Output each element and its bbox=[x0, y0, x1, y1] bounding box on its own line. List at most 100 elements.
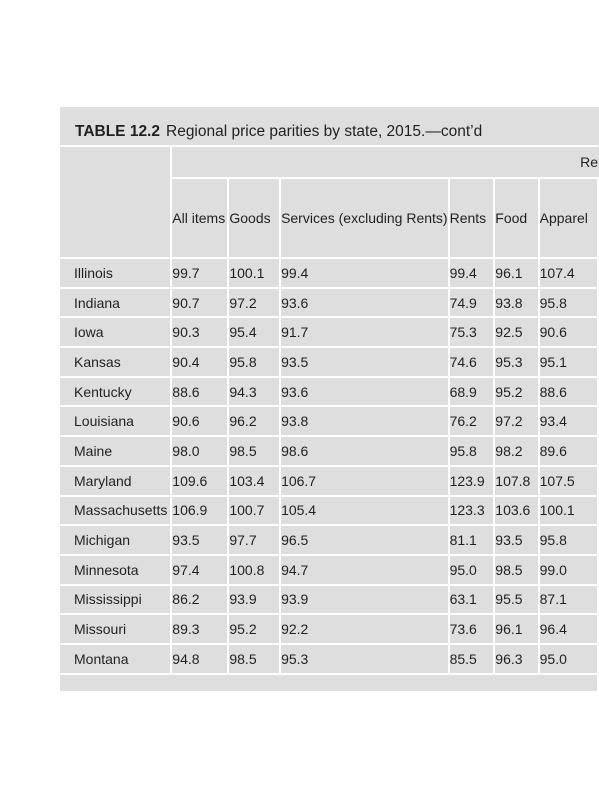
value-cell: 93.6 bbox=[279, 375, 450, 408]
value-cell: 95.0 bbox=[447, 553, 496, 586]
value-cell: 85.5 bbox=[447, 642, 496, 675]
value-cell: 74.9 bbox=[447, 286, 496, 319]
table-row: Louisiana 90.6 96.2 93.8 76.2 97.2 93.4 bbox=[60, 405, 599, 438]
value-cell: 95.8 bbox=[227, 346, 282, 378]
state-name-cell: Missouri bbox=[60, 613, 173, 645]
value-cell: 123.9 bbox=[447, 464, 496, 497]
state-name-cell: Louisiana bbox=[60, 405, 173, 438]
value-cell: 106.7 bbox=[279, 464, 450, 497]
value-cell: 103.6 bbox=[493, 494, 540, 527]
column-header: All items bbox=[170, 177, 230, 259]
table-title: TABLE 12.2 Regional price parities by sta… bbox=[75, 123, 482, 141]
value-cell: 97.7 bbox=[227, 524, 282, 556]
stub-header-cell bbox=[60, 145, 173, 259]
value-cell: 90.6 bbox=[537, 316, 599, 349]
value-cell: 87.1 bbox=[537, 583, 599, 616]
table-row: Maine 98.0 98.5 98.6 95.8 98.2 89.6 bbox=[60, 435, 599, 467]
value-cell: 74.6 bbox=[447, 346, 496, 378]
column-header: Goods bbox=[227, 177, 282, 259]
value-cell: 123.3 bbox=[447, 494, 496, 527]
value-cell: 90.4 bbox=[170, 346, 230, 378]
value-cell: 90.6 bbox=[170, 405, 230, 438]
value-cell: 98.0 bbox=[170, 435, 230, 467]
value-cell: 105.4 bbox=[279, 494, 450, 527]
value-cell: 99.7 bbox=[170, 257, 230, 289]
value-cell: 92.2 bbox=[279, 613, 450, 645]
value-cell: 107.8 bbox=[493, 464, 540, 497]
value-cell: 93.9 bbox=[227, 583, 282, 616]
value-cell: 75.3 bbox=[447, 316, 496, 349]
value-cell: 63.1 bbox=[447, 583, 496, 616]
value-cell: 95.8 bbox=[537, 286, 599, 319]
value-cell: 100.1 bbox=[227, 257, 282, 289]
table-label: TABLE 12.2 bbox=[75, 123, 160, 140]
column-header: Food bbox=[493, 177, 540, 259]
value-cell: 98.6 bbox=[279, 435, 450, 467]
value-cell: 98.5 bbox=[227, 642, 282, 675]
table-row: Maryland 109.6 103.4 106.7 123.9 107.8 107.5 bbox=[60, 464, 599, 497]
state-name-cell: Minnesota bbox=[60, 553, 173, 586]
value-cell: 93.5 bbox=[170, 524, 230, 556]
value-cell: 96.5 bbox=[279, 524, 450, 556]
value-cell: 95.4 bbox=[227, 316, 282, 349]
value-cell: 96.1 bbox=[493, 257, 540, 289]
value-cell: 95.2 bbox=[227, 613, 282, 645]
value-cell: 86.2 bbox=[170, 583, 230, 616]
group-header-cell: Re bbox=[170, 145, 598, 179]
value-cell: 107.5 bbox=[537, 464, 599, 497]
table-row: Kentucky 88.6 94.3 93.6 68.9 95.2 88.6 bbox=[60, 375, 599, 408]
value-cell: 95.0 bbox=[537, 642, 599, 675]
value-cell: 90.7 bbox=[170, 286, 230, 319]
table-body: Illinois 99.7 100.1 99.4 99.4 96.1 107.4 Indian… bbox=[60, 257, 599, 691]
value-cell: 98.2 bbox=[493, 435, 540, 467]
table-row: Montana 94.8 98.5 95.3 85.5 96.3 95.0 bbox=[60, 642, 599, 675]
value-cell: 76.2 bbox=[447, 405, 496, 438]
value-cell: 95.2 bbox=[493, 375, 540, 408]
value-cell: 96.3 bbox=[493, 642, 540, 675]
value-cell: 94.3 bbox=[227, 375, 282, 408]
value-cell: 93.4 bbox=[537, 405, 599, 438]
value-cell: 96.4 bbox=[537, 613, 599, 645]
state-name-cell: Maine bbox=[60, 435, 173, 467]
value-cell: 89.3 bbox=[170, 613, 230, 645]
value-cell: 95.8 bbox=[447, 435, 496, 467]
value-cell: 88.6 bbox=[537, 375, 599, 408]
table-row: Massachusetts 106.9 100.7 105.4 123.3 103.6 10… bbox=[60, 494, 599, 527]
value-cell: 96.2 bbox=[227, 405, 282, 438]
state-name-cell: Kansas bbox=[60, 346, 173, 378]
group-header-row: Re bbox=[60, 145, 598, 259]
value-cell: 99.4 bbox=[279, 257, 450, 289]
value-cell: 100.8 bbox=[227, 553, 282, 586]
value-cell: 96.1 bbox=[493, 613, 540, 645]
value-cell: 107.4 bbox=[537, 257, 599, 289]
state-name-cell: Massachusetts bbox=[60, 494, 173, 527]
value-cell: 93.8 bbox=[493, 286, 540, 319]
value-cell: 90.3 bbox=[170, 316, 230, 349]
value-cell: 95.3 bbox=[279, 642, 450, 675]
value-cell: 95.3 bbox=[493, 346, 540, 378]
value-cell: 94.7 bbox=[279, 553, 450, 586]
value-cell: 89.6 bbox=[537, 435, 599, 467]
price-parity-table: Re All items Goods Services (excluding R… bbox=[60, 145, 599, 691]
value-cell: 91.7 bbox=[279, 316, 450, 349]
value-cell: 81.1 bbox=[447, 524, 496, 556]
table-footer-cell bbox=[60, 672, 599, 691]
value-cell: 88.6 bbox=[170, 375, 230, 408]
value-cell: 98.5 bbox=[227, 435, 282, 467]
value-cell: 95.5 bbox=[493, 583, 540, 616]
value-cell: 94.8 bbox=[170, 642, 230, 675]
table-row: Indiana 90.7 97.2 93.6 74.9 93.8 95.8 bbox=[60, 286, 599, 319]
table-caption: Regional price parities by state, 2015.—… bbox=[166, 123, 483, 140]
column-header: Rents bbox=[447, 177, 496, 259]
value-cell: 99.0 bbox=[537, 553, 599, 586]
state-name-cell: Michigan bbox=[60, 524, 173, 556]
column-header: Apparel bbox=[537, 177, 599, 259]
table-row: Minnesota 97.4 100.8 94.7 95.0 98.5 99.0 bbox=[60, 553, 599, 586]
table-row: Iowa 90.3 95.4 91.7 75.3 92.5 90.6 bbox=[60, 316, 599, 349]
value-cell: 99.4 bbox=[447, 257, 496, 289]
table-row: Missouri 89.3 95.2 92.2 73.6 96.1 96.4 bbox=[60, 613, 599, 645]
value-cell: 93.8 bbox=[279, 405, 450, 438]
column-header: Services (excluding Rents) bbox=[279, 177, 450, 259]
table-row: Illinois 99.7 100.1 99.4 99.4 96.1 107.4 bbox=[60, 257, 599, 289]
value-cell: 92.5 bbox=[493, 316, 540, 349]
